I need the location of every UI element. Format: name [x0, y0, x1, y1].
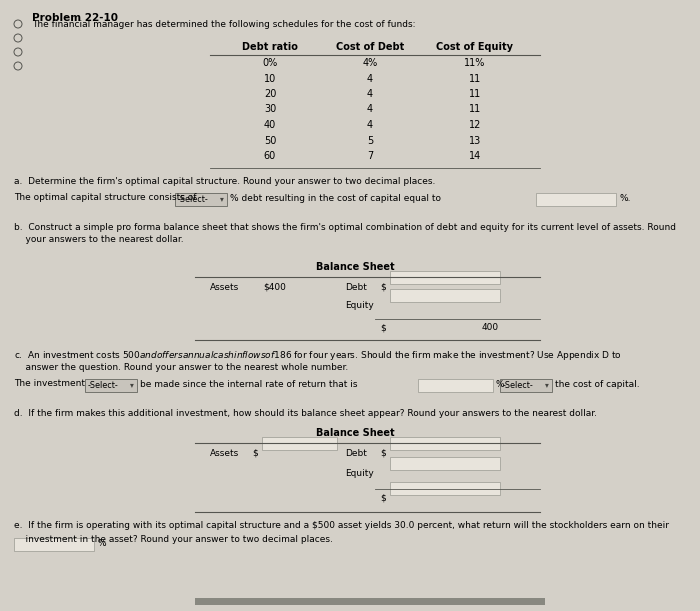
Text: Balance Sheet: Balance Sheet [316, 263, 394, 273]
FancyBboxPatch shape [500, 378, 552, 392]
Text: -Select-: -Select- [503, 381, 533, 389]
Text: Equity: Equity [345, 301, 374, 310]
Text: 11: 11 [469, 89, 481, 99]
FancyBboxPatch shape [262, 436, 337, 450]
FancyBboxPatch shape [390, 271, 500, 284]
Text: Equity: Equity [345, 469, 374, 478]
Text: 11%: 11% [464, 58, 486, 68]
Text: 60: 60 [264, 151, 276, 161]
Text: 14: 14 [469, 151, 481, 161]
Text: b.  Construct a simple pro forma balance sheet that shows the firm's optimal com: b. Construct a simple pro forma balance … [14, 222, 676, 232]
Text: $: $ [380, 448, 386, 458]
Text: 5: 5 [367, 136, 373, 145]
Text: e.  If the firm is operating with its optimal capital structure and a $500 asset: e. If the firm is operating with its opt… [14, 522, 669, 530]
Text: $400: $400 [263, 282, 286, 291]
Text: Debt: Debt [345, 282, 367, 291]
Text: 13: 13 [469, 136, 481, 145]
Text: d.  If the firm makes this additional investment, how should its balance sheet a: d. If the firm makes this additional inv… [14, 409, 597, 417]
Text: Assets: Assets [210, 282, 239, 291]
Text: c.  An investment costs $500 and offers annual cash inflows of $186 for four yea: c. An investment costs $500 and offers a… [14, 349, 622, 362]
Text: 4: 4 [367, 89, 373, 99]
Text: the cost of capital.: the cost of capital. [555, 380, 640, 389]
FancyBboxPatch shape [390, 436, 500, 450]
Text: 11: 11 [469, 73, 481, 84]
FancyBboxPatch shape [195, 598, 545, 605]
FancyBboxPatch shape [14, 538, 94, 551]
Text: %.: %. [619, 194, 631, 203]
Text: The optimal capital structure consists of: The optimal capital structure consists o… [14, 192, 197, 202]
Text: 4: 4 [367, 104, 373, 114]
Text: 20: 20 [264, 89, 276, 99]
Text: ▾: ▾ [130, 381, 134, 389]
Text: answer the question. Round your answer to the nearest whole number.: answer the question. Round your answer t… [14, 362, 349, 371]
Text: $: $ [380, 494, 386, 502]
Text: your answers to the nearest dollar.: your answers to the nearest dollar. [14, 235, 183, 244]
Text: 50: 50 [264, 136, 276, 145]
Text: 4%: 4% [363, 58, 377, 68]
Text: ▾: ▾ [220, 194, 224, 203]
FancyBboxPatch shape [175, 192, 227, 205]
Text: ▾: ▾ [545, 381, 549, 389]
FancyBboxPatch shape [418, 378, 493, 392]
Text: Debt ratio: Debt ratio [242, 42, 298, 52]
FancyBboxPatch shape [390, 456, 500, 469]
Text: 400: 400 [482, 323, 498, 332]
Text: %: % [496, 380, 505, 389]
Text: 40: 40 [264, 120, 276, 130]
Text: Debt: Debt [345, 448, 367, 458]
Text: Cost of Debt: Cost of Debt [336, 42, 404, 52]
Text: 12: 12 [469, 120, 481, 130]
FancyBboxPatch shape [536, 192, 616, 205]
FancyBboxPatch shape [85, 378, 137, 392]
Text: $: $ [252, 448, 258, 458]
Text: $: $ [380, 282, 386, 291]
Text: investment in the asset? Round your answer to two decimal places.: investment in the asset? Round your answ… [14, 535, 333, 544]
FancyBboxPatch shape [390, 288, 500, 301]
Text: 0%: 0% [262, 58, 278, 68]
Text: -Select-: -Select- [178, 194, 209, 203]
Text: 11: 11 [469, 104, 481, 114]
Text: 4: 4 [367, 73, 373, 84]
Text: The investment: The investment [14, 378, 85, 387]
Text: 4: 4 [367, 120, 373, 130]
Text: -Select-: -Select- [88, 381, 119, 389]
Text: a.  Determine the firm's optimal capital structure. Round your answer to two dec: a. Determine the firm's optimal capital … [14, 178, 435, 186]
Text: Cost of Equity: Cost of Equity [437, 42, 514, 52]
Text: Assets: Assets [210, 448, 239, 458]
FancyBboxPatch shape [390, 481, 500, 494]
Text: be made since the internal rate of return that is: be made since the internal rate of retur… [140, 380, 358, 389]
Text: % debt resulting in the cost of capital equal to: % debt resulting in the cost of capital … [230, 194, 441, 203]
Text: The financial manager has determined the following schedules for the cost of fun: The financial manager has determined the… [32, 20, 416, 29]
Text: 7: 7 [367, 151, 373, 161]
Text: Balance Sheet: Balance Sheet [316, 428, 394, 439]
Text: 10: 10 [264, 73, 276, 84]
Text: $: $ [380, 323, 386, 332]
Text: Problem 22-10: Problem 22-10 [32, 13, 118, 23]
Text: %: % [97, 539, 106, 548]
Text: 30: 30 [264, 104, 276, 114]
